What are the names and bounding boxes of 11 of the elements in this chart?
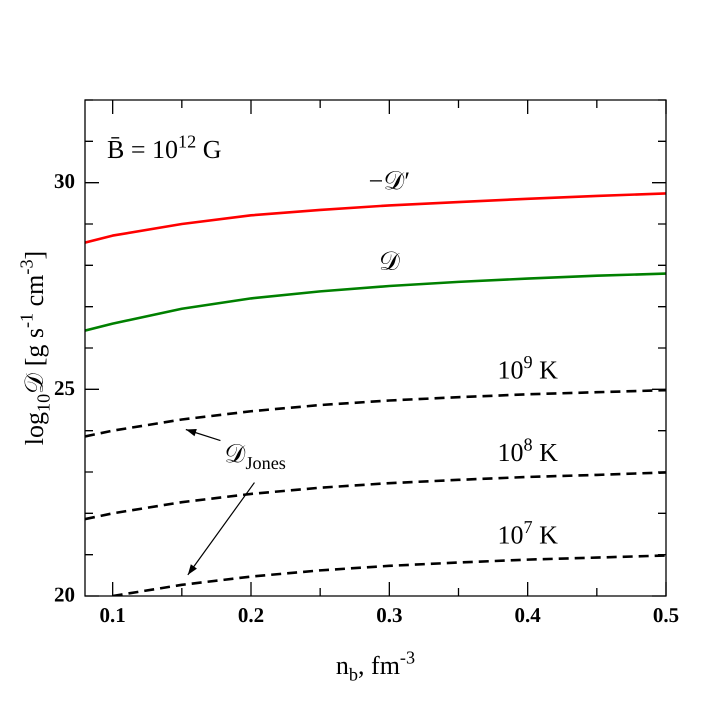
y-tick-label: 25 bbox=[54, 376, 75, 400]
x-tick-label: 0.4 bbox=[514, 603, 542, 628]
x-tick-label: 0.2 bbox=[238, 603, 264, 628]
x-tick-label: 0.1 bbox=[100, 603, 126, 628]
x-tick-label: 0.3 bbox=[376, 603, 402, 628]
y-axis-title: log10𝒟 [g s-1 cm-3] bbox=[16, 250, 54, 446]
x-tick-label: 0.5 bbox=[652, 603, 680, 628]
y-tick-label: 30 bbox=[54, 169, 75, 194]
y-tick-label: 20 bbox=[54, 582, 75, 606]
series-label: −𝒟′ bbox=[368, 166, 410, 196]
series-label: 𝒟 bbox=[378, 247, 400, 276]
